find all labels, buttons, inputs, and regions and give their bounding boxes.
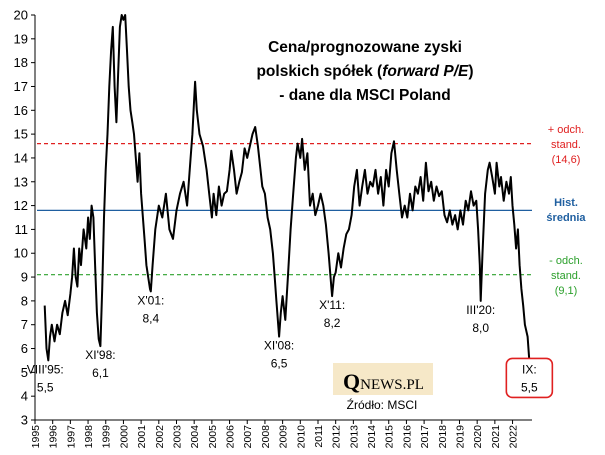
chart-title-line-3: - dane dla MSCI Poland — [279, 87, 450, 104]
x-tick-label: 1995 — [30, 425, 42, 449]
reference-line-label: + odch. — [548, 124, 584, 136]
x-tick-label: 2013 — [348, 425, 360, 449]
reference-line-label: - odch. — [549, 255, 583, 267]
y-tick-label: 12 — [14, 198, 28, 213]
chart-title-line-1: Cena/prognozowane zyski — [268, 39, 462, 56]
annotation-label: 5,5 — [37, 380, 54, 394]
logo: QNEWS.PL — [343, 369, 424, 394]
annotation-label: IX: — [522, 362, 537, 376]
x-tick-label: 2020 — [472, 425, 484, 449]
annotation-label: 6,5 — [271, 357, 288, 371]
annotation-label: XI'08: — [264, 339, 294, 353]
x-tick-label: 2015 — [384, 425, 396, 449]
x-tick-label: 2011 — [313, 425, 325, 448]
x-tick-label: 2019 — [454, 425, 466, 449]
x-tick-label: 2021 — [490, 425, 502, 449]
y-tick-label: 4 — [21, 389, 28, 404]
reference-line-label: (14,6) — [552, 154, 581, 166]
x-tick-label: 2014 — [366, 425, 378, 449]
x-tick-label: 1999 — [101, 425, 113, 449]
x-tick-label: 2000 — [118, 425, 130, 449]
annotation-label: X'11: — [319, 298, 345, 312]
chart-title: Cena/prognozowane zyski polskich spółek … — [256, 39, 473, 104]
watermark-background — [333, 363, 433, 395]
x-tick-label: 1997 — [65, 425, 77, 449]
chart-title-part-a: polskich spółek ( — [256, 63, 383, 80]
y-tick-label: 14 — [14, 150, 28, 165]
y-tick-label: 20 — [14, 8, 28, 23]
axes: 3 4 5 6 7 8 9 10 11 12 13 14 15 16 17 18 19 20 1995 1996 199… — [14, 8, 532, 449]
y-tick-label: 19 — [14, 31, 28, 46]
y-tick-label: 5 — [21, 365, 28, 380]
reference-line-label: (9,1) — [555, 285, 578, 297]
annotation-label: X'01: — [137, 293, 164, 307]
reference-line-label: stand. — [551, 139, 581, 151]
x-tick-label: 2017 — [419, 425, 431, 449]
x-tick-label: 2006 — [225, 425, 237, 449]
annotation-label: 8,0 — [472, 321, 489, 335]
annotation-label: 8,4 — [143, 311, 160, 325]
y-tick-label: 10 — [14, 246, 28, 261]
annotation-label: VIII'95: — [27, 362, 64, 376]
y-tick-label: 15 — [14, 127, 28, 142]
annotation-label: III'20: — [466, 303, 495, 317]
x-tick-label: 2018 — [437, 425, 449, 449]
x-tick-label: 2007 — [242, 425, 254, 449]
annotation-label: 6,1 — [92, 366, 109, 380]
x-tick-label: 2001 — [136, 425, 148, 449]
x-tick-label: 1998 — [83, 425, 95, 449]
x-tick-label: 2009 — [278, 425, 290, 449]
x-tick-label: 2016 — [401, 425, 413, 449]
annotation-box — [505, 357, 554, 399]
logo-rest: NEWS.PL — [360, 377, 424, 393]
annotations: VIII'95: 5,5 XI'98: 6,1 X'01: 8,4 XI'08: 6,5 X'1… — [27, 293, 554, 399]
chart-title-part-c: ) — [468, 63, 473, 80]
x-tick-label: 2010 — [295, 425, 307, 449]
chart-title-line-2: polskich spółek (forward P/E) — [256, 63, 473, 80]
x-tick-label: 2008 — [260, 425, 272, 449]
y-tick-label: 17 — [14, 79, 28, 94]
x-tick-label: 2003 — [171, 425, 183, 449]
reference-line-label: średnia — [546, 212, 586, 224]
x-tick-label: 1996 — [48, 425, 60, 449]
chart-title-part-b: forward P/E — [382, 63, 469, 80]
y-tick-label: 8 — [21, 293, 28, 308]
reference-line-label: Hist. — [554, 197, 578, 209]
annotation-label: 8,2 — [324, 316, 341, 330]
series-layer — [43, 14, 531, 362]
x-tick-label: 2002 — [154, 425, 166, 449]
y-tick-label: 7 — [21, 317, 28, 332]
y-tick-label: 11 — [15, 222, 29, 237]
x-tick-label: 2005 — [207, 425, 219, 449]
y-tick-label: 6 — [21, 341, 28, 356]
source-note: Źródło: MSCI — [347, 397, 418, 412]
annotation-label: 5,5 — [521, 380, 538, 394]
reference-lines: + odch. stand. (14,6) Hist. średnia - odch. st… — [37, 124, 586, 297]
logo-q: Q — [343, 369, 360, 394]
x-tick-label: 2022 — [508, 425, 520, 449]
y-tick-label: 16 — [14, 103, 28, 118]
annotation-label: XI'98: — [85, 348, 115, 362]
y-tick-label: 9 — [21, 270, 28, 285]
series-line — [43, 14, 531, 362]
y-tick-label: 3 — [21, 413, 28, 428]
x-tick-label: 2012 — [331, 425, 343, 449]
x-tick-label: 2004 — [189, 425, 201, 449]
y-tick-label: 13 — [14, 174, 28, 189]
reference-line-label: stand. — [551, 270, 581, 282]
y-tick-label: 18 — [14, 55, 28, 70]
watermark: QNEWS.PL Źródło: MSCI — [333, 363, 433, 412]
